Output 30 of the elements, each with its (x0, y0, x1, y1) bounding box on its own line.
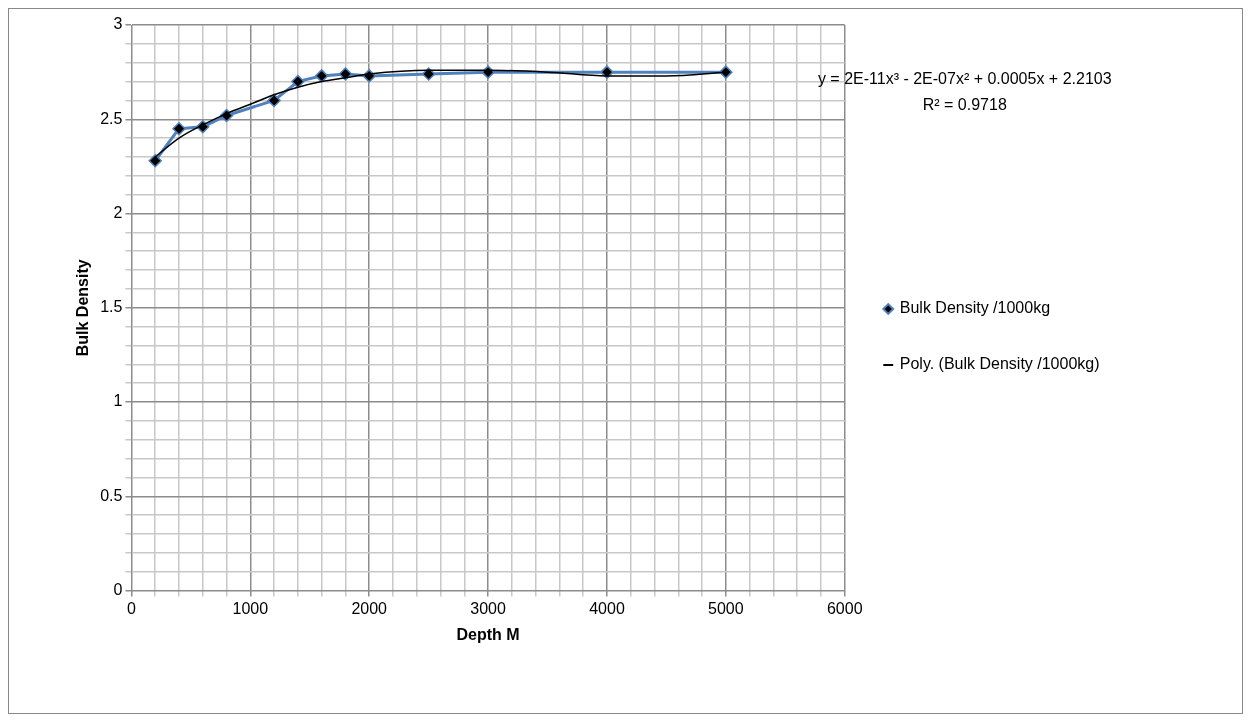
y-tick-label: 0 (113, 581, 123, 599)
x-tick-label: 6000 (826, 599, 863, 617)
y-tick-label: 1.5 (100, 298, 123, 316)
annotation: y = 2E-11x³ - 2E-07x² + 0.0005x + 2.2103 (817, 70, 1112, 88)
point (291, 74, 305, 89)
x-tick-label: 0 (126, 599, 136, 617)
point (219, 108, 234, 123)
y-axis-title: Bulk Density (74, 259, 92, 357)
point (719, 65, 733, 79)
x-tick-label: 2000 (351, 599, 388, 617)
y-tick-label: 2 (113, 203, 123, 221)
x-tick-label: 4000 (589, 599, 625, 617)
x-tick-label: 5000 (708, 599, 744, 617)
point (421, 67, 436, 81)
x-tick-label: 1000 (232, 599, 269, 617)
y-tick-label: 3 (113, 15, 123, 33)
y-tick-label: 1 (113, 392, 123, 410)
legend-label: Poly. (Bulk Density /1000kg) (899, 355, 1100, 373)
point (172, 121, 186, 136)
legend-label: Bulk Density /1000kg (899, 299, 1051, 317)
y-tick-label: 2.5 (100, 109, 123, 127)
x-tick-label: 3000 (470, 599, 506, 617)
point (267, 93, 281, 108)
y-tick-label: 0.5 (100, 486, 123, 504)
point (196, 120, 210, 134)
point (148, 153, 162, 168)
text: R² = 0.9718 (922, 96, 1007, 114)
point (314, 69, 329, 83)
point (338, 67, 353, 81)
x-axis-title: Depth M (456, 625, 520, 643)
